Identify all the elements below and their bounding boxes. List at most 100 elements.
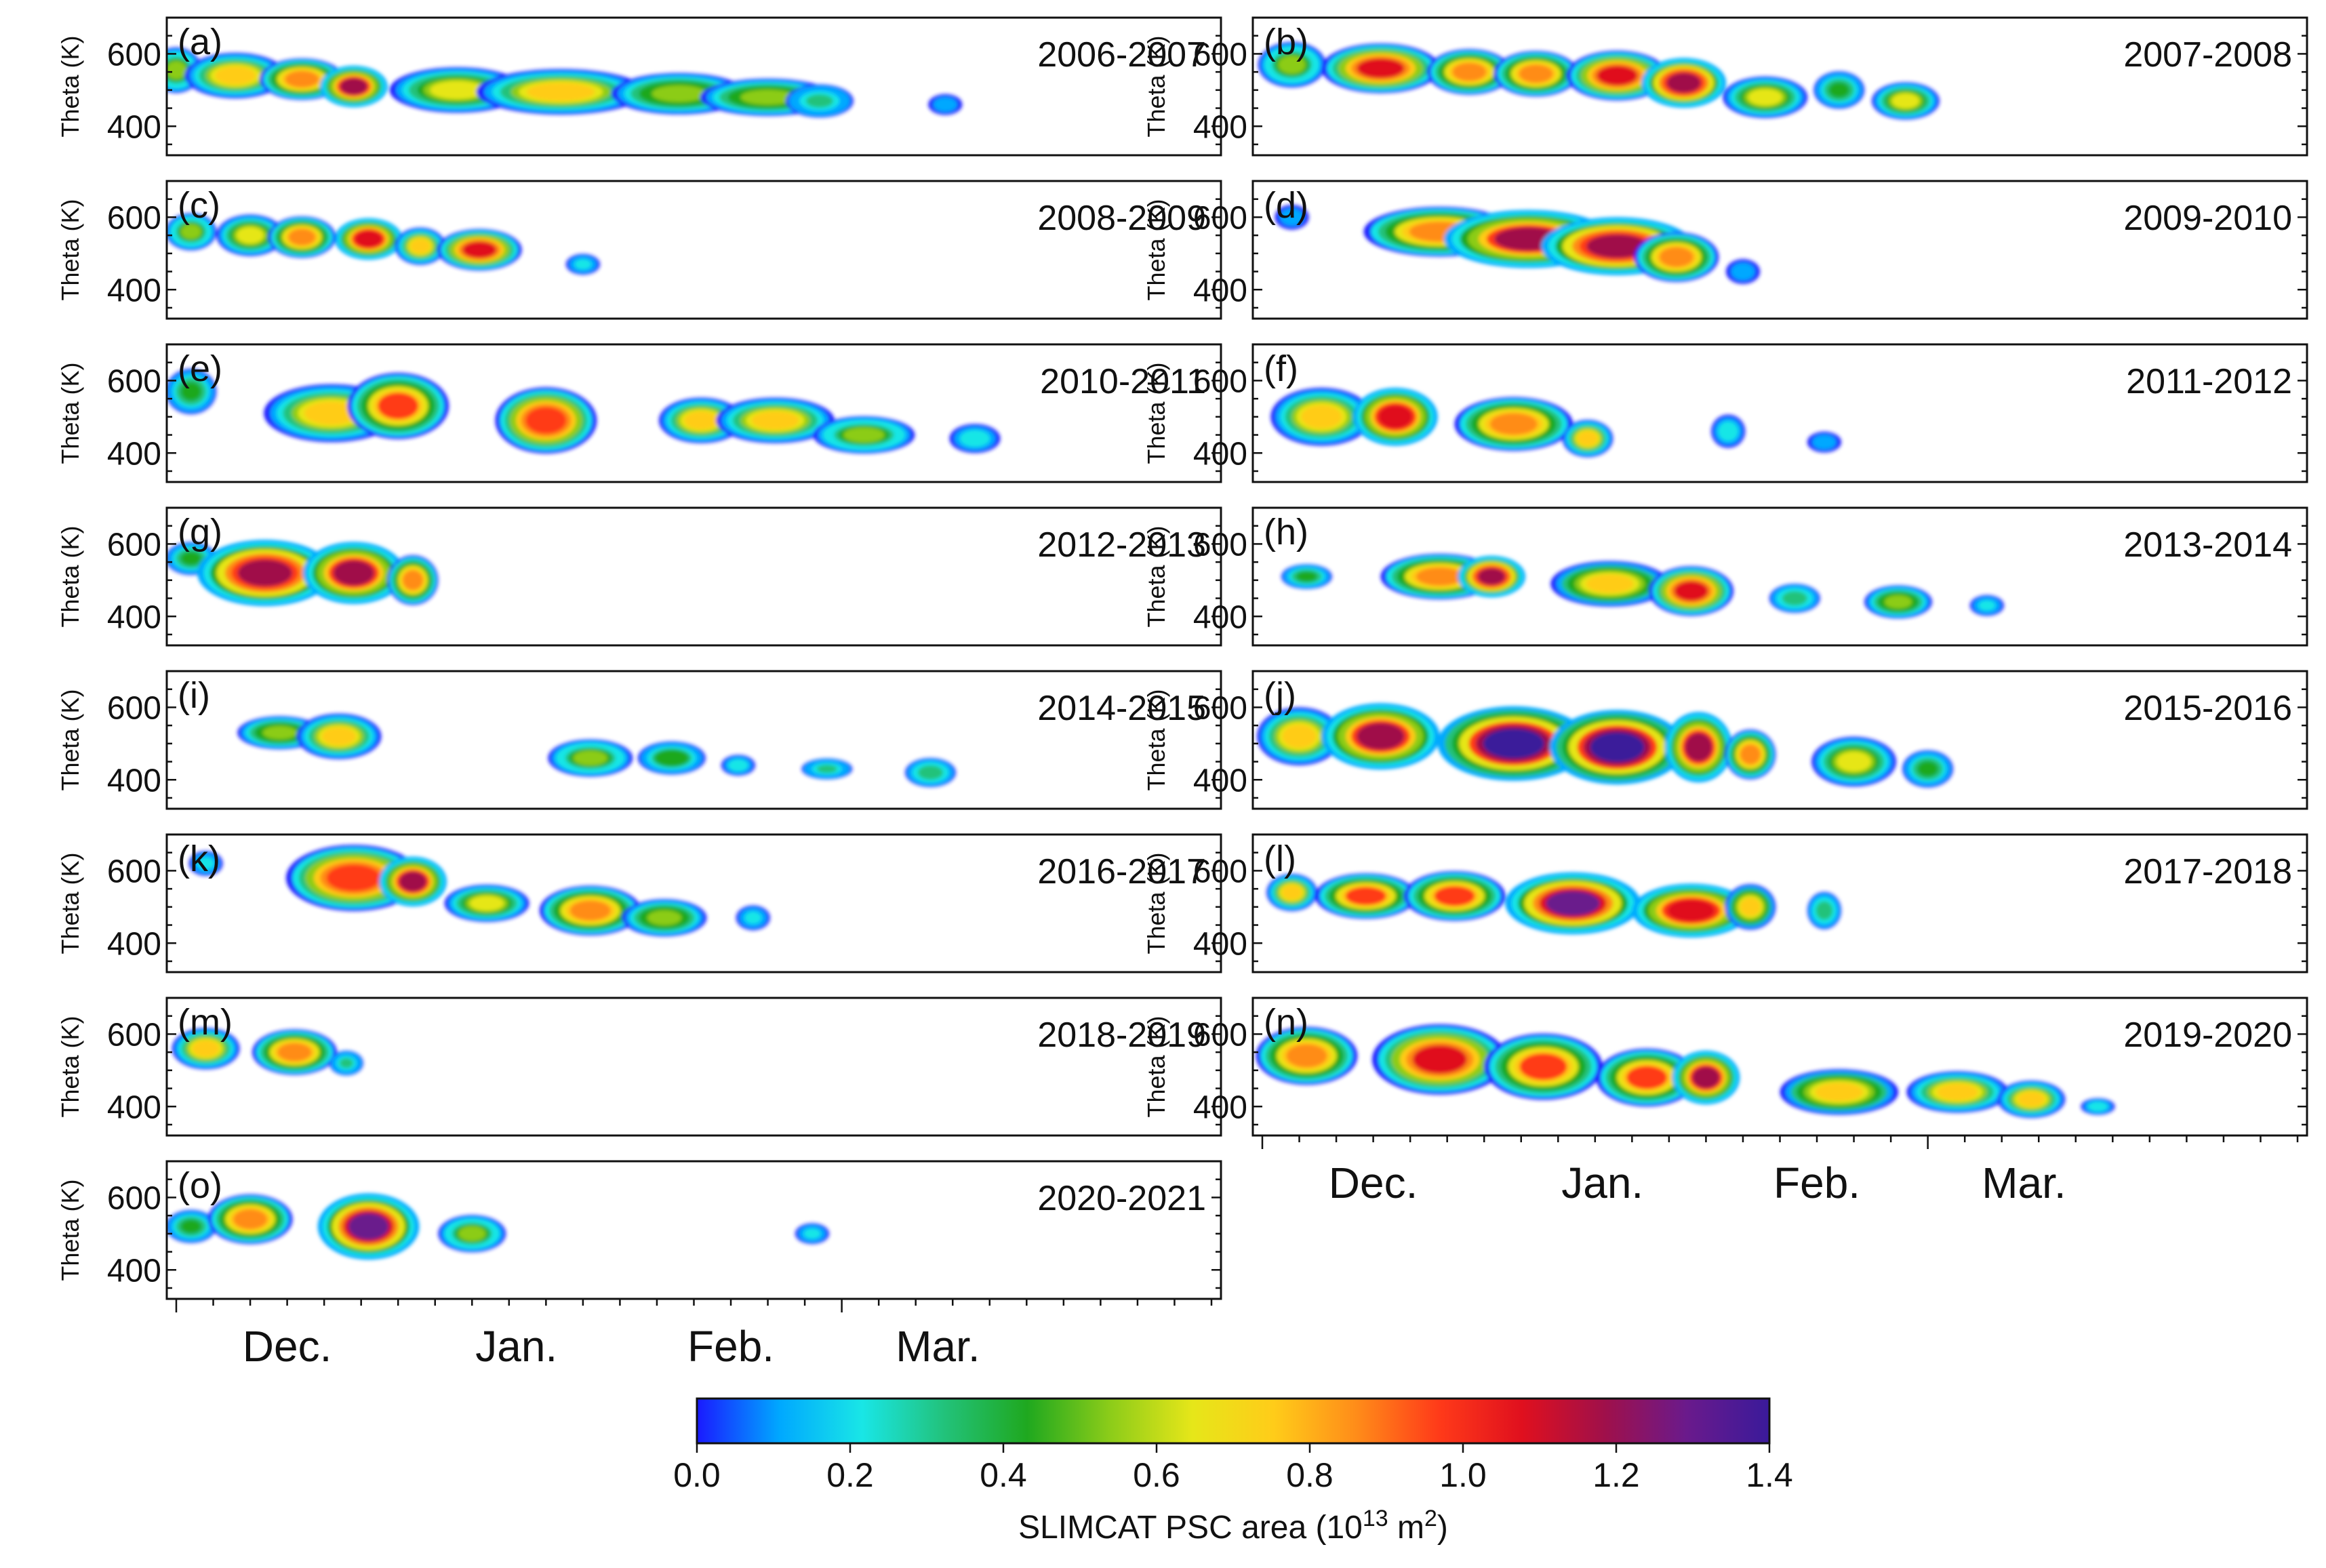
colorbar-tick-label: 0.6 [1133,1456,1180,1494]
y-tick-label: 400 [1193,926,1247,962]
y-axis-label: Theta (K) [56,1179,84,1281]
psc-blob [647,910,682,925]
psc-blob [180,382,201,401]
psc-area-field [1258,41,1940,120]
colorbar: 0.0 0.2 0.4 0.6 0.8 1.0 1.2 1.4 SLIMCAT PSC area… [673,1397,1793,1546]
month-label: Feb. [1773,1159,1860,1207]
panel-season-label: 2018-2019 [1037,1016,1206,1055]
panel-season-label: 2012-2013 [1037,525,1206,565]
psc-blob [333,560,374,586]
psc-blob [304,401,359,425]
y-tick-label: 400 [1193,763,1247,799]
panel-frame [1251,180,2308,320]
y-tick-label: 600 [1193,200,1247,236]
colorbar-bar [696,1397,1771,1445]
x-axis-right-column: Dec. Jan. Feb. Mar. [1261,1135,2299,1207]
psc-blob [458,1226,486,1241]
y-axis-label: Theta (K) [56,1016,84,1117]
y-tick-label: 600 [107,1017,161,1053]
psc-blob [1817,903,1831,919]
psc-blob [277,1043,312,1062]
y-tick-label: 400 [107,273,161,308]
psc-blob [576,260,590,268]
psc-area-field [167,368,1001,454]
panel-2019-2020: 400 600 Theta (K) (n) 2019-2020 [1142,997,2308,1137]
panel-season-label: 2016-2017 [1037,852,1206,891]
psc-blob [1519,64,1553,83]
psc-blob [1519,1053,1567,1081]
y-axis-label: Theta (K) [1142,852,1170,954]
panel-letter: (l) [1264,839,1296,879]
colorbar-label: SLIMCAT PSC area (1013 m2) [1018,1506,1448,1546]
psc-blob [1891,93,1919,108]
panel-letter: (b) [1264,22,1308,62]
psc-blob [1296,571,1317,582]
psc-blob [262,726,297,740]
psc-blob [1597,65,1638,86]
y-axis-label: Theta (K) [1142,525,1170,627]
panel-letter: (m) [178,1002,233,1043]
psc-blob [751,411,799,430]
panel-2008-2009: 400 600 Theta (K) (c) 2008-2009 [56,180,1222,320]
panel-frame [165,997,1222,1137]
psc-blob [348,1213,389,1240]
y-axis-label: Theta (K) [56,525,84,627]
panel-season-label: 2007-2008 [2123,35,2292,75]
psc-blob [2018,1091,2045,1107]
psc-area-field [167,1193,829,1260]
colorbar-tick-label: 1.2 [1592,1456,1640,1494]
psc-blob [816,765,837,773]
month-label: Dec. [243,1322,332,1371]
psc-blob [167,61,187,79]
y-tick-label: 400 [1193,273,1247,308]
psc-blob [1483,728,1544,759]
psc-blob [1980,601,1994,610]
month-label: Dec. [1329,1159,1418,1207]
psc-blob [402,570,424,590]
colorbar-tick-label: 0.8 [1286,1456,1334,1494]
psc-blob [1281,885,1302,900]
y-tick-label: 400 [107,599,161,635]
psc-blob [1577,430,1598,447]
psc-blob [1357,723,1405,750]
y-tick-label: 600 [107,1180,161,1216]
panel-season-label: 2017-2018 [2123,852,2292,891]
panel-frame [165,343,1222,483]
psc-area-field [167,213,600,275]
psc-blob [2091,1103,2105,1110]
psc-blob [199,858,213,869]
y-tick-label: 400 [107,763,161,799]
y-axis-label: Theta (K) [1142,689,1170,790]
panel-season-label: 2013-2014 [2123,525,2292,565]
panel-2015-2016: 400 600 Theta (K) (j) 2015-2016 [1142,670,2308,810]
psc-blob [938,100,953,109]
psc-blob [1937,1083,1978,1101]
colorbar-tick-label: 0.2 [826,1456,874,1494]
psc-blob [409,239,431,254]
y-tick-label: 400 [107,1089,161,1125]
y-axis-label: Theta (K) [56,852,84,954]
psc-area-field [1270,388,1841,458]
month-label: Mar. [1982,1159,2066,1207]
y-tick-label: 600 [107,690,161,726]
psc-blob [1740,744,1761,765]
panel-letter: (a) [178,22,222,62]
psc-blob [1378,405,1413,428]
psc-blob [399,871,427,892]
psc-blob [321,727,357,746]
panel-season-label: 2019-2020 [2123,1016,2292,1055]
psc-blob [684,411,719,430]
panel-2016-2017: 400 600 Theta (K) (k) 2016-2017 [56,833,1222,973]
psc-blob [237,226,264,244]
psc-blob [569,900,611,921]
panel-2009-2010: 400 600 Theta (K) (d) 2009-2010 [1142,180,2308,320]
y-axis-label: Theta (K) [56,35,84,137]
psc-area-field [167,47,963,118]
y-tick-label: 600 [107,527,161,563]
psc-blob [1721,424,1736,438]
panel-frame [165,16,1222,157]
psc-area-field [237,713,956,787]
psc-blob [1434,886,1475,906]
psc-blob [237,559,292,586]
psc-blob [340,78,367,95]
